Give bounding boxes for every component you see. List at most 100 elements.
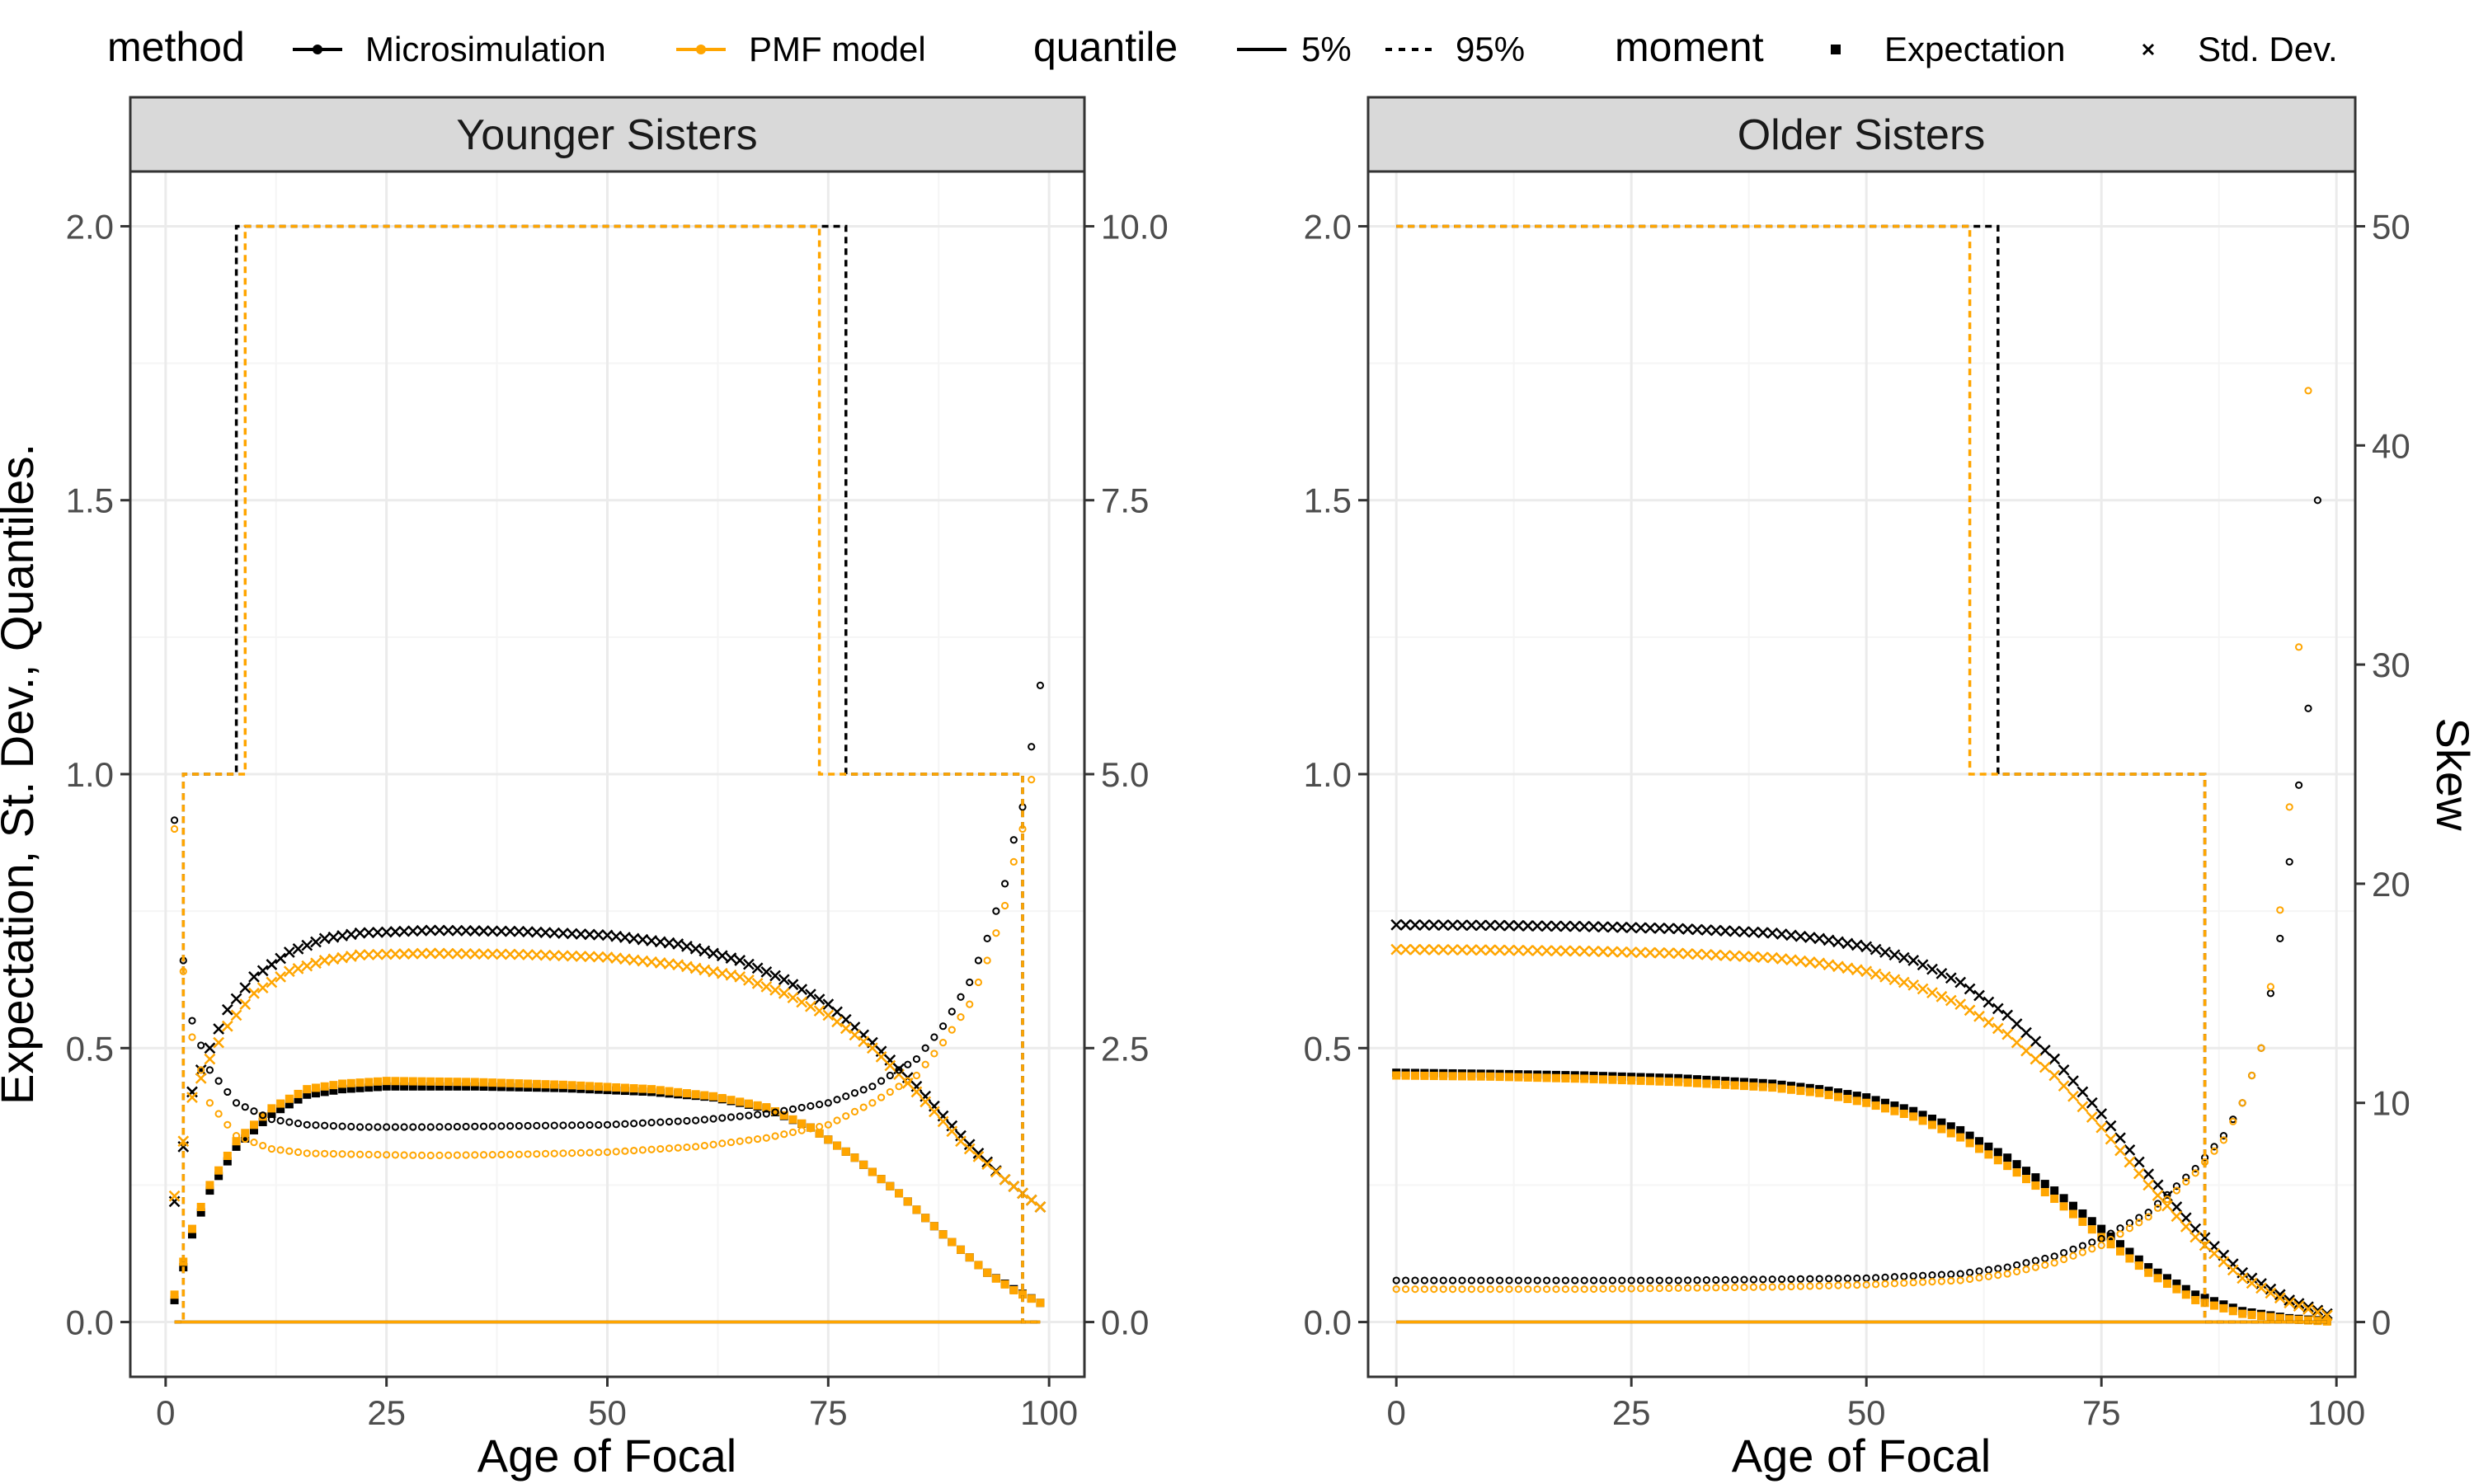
std-dev-point-pmf [822,1009,835,1021]
std-dev-point-pmf [2265,1287,2277,1299]
std-dev-point-pmf [990,1166,1002,1178]
expectation-point-pmf [2172,1284,2181,1294]
skew-point-pmf [1402,1285,1410,1294]
std-dev-point-pmf [1644,946,1656,959]
std-dev-point-pmf [318,955,331,966]
skew-point-pmf [2125,1224,2133,1233]
skew-point-pmf [1975,1274,1983,1282]
expectation-point-micro [1881,1098,1889,1107]
skew-point-pmf [957,1013,965,1021]
skew-point-pmf [1815,1282,1823,1290]
std-dev-point-pmf [1719,950,1732,961]
skew-point-pmf [1853,1281,1861,1289]
skew-point-pmf [1731,1283,1739,1292]
skew-point-pmf [1552,1285,1560,1294]
expectation-point-pmf [2087,1225,2096,1234]
skew-point-pmf [515,1150,523,1158]
expectation-point-micro [276,1105,285,1114]
std-dev-point-micro [1785,929,1797,942]
std-dev-point-micro [2312,1304,2324,1317]
expectation-point-micro [187,1230,196,1239]
std-dev-point-pmf [1729,950,1741,962]
skew-point-pmf [276,1146,285,1154]
y2-tick-label: 0.0 [1101,1303,1149,1342]
expectation-point-pmf [877,1175,886,1184]
std-dev-point-pmf [1606,946,1619,958]
skew-point-pmf [797,1126,806,1134]
skew-point-micro [2172,1182,2180,1190]
std-dev-point-micro [628,932,640,945]
expectation-point-pmf [1036,1298,1045,1308]
skew-point-micro [488,1122,496,1130]
skew-point-micro [736,1112,744,1120]
std-dev-point-micro [1851,939,1863,951]
expectation-point-micro [311,1089,320,1098]
y2-tick-label: 7.5 [1101,481,1149,520]
std-dev-point-pmf [2236,1272,2249,1284]
expectation-point-micro [1956,1125,1965,1134]
expectation-point-pmf [1693,1078,1701,1087]
std-dev-point-pmf [522,949,534,960]
skew-point-pmf [2257,1044,2265,1052]
skew-point-micro [365,1123,373,1131]
y2-tick-label: 0 [2372,1303,2391,1342]
x-tick-label: 100 [2307,1393,2365,1432]
skew-point-micro [515,1122,523,1130]
std-dev-point-micro [239,982,252,994]
expectation-point-micro [338,1085,347,1094]
skew-point-pmf [930,1050,938,1058]
expectation-point-micro [232,1142,241,1151]
skew-point-pmf [859,1103,868,1111]
std-dev-point-micro [840,1013,852,1026]
expectation-point-pmf [974,1261,983,1270]
expectation-point-pmf [241,1129,250,1138]
std-dev-point-micro [2011,1018,2023,1030]
expectation-point-pmf [1749,1082,1758,1091]
std-dev-point-micro [2293,1298,2305,1310]
std-dev-point-micro [496,925,507,937]
expectation-point-pmf [1909,1112,1918,1121]
skew-point-pmf [1392,1285,1400,1294]
std-dev-point-pmf [1653,946,1666,959]
expectation-point-pmf [957,1245,966,1254]
std-dev-point-micro [1700,924,1713,936]
skew-point-micro [921,1044,929,1052]
expectation-point-pmf [2106,1240,2115,1249]
skew-point-pmf [938,1039,948,1047]
expectation-point-pmf [276,1099,285,1108]
expectation-point-pmf [1589,1074,1598,1083]
std-dev-point-micro [1465,919,1478,932]
skew-point-micro [780,1106,788,1115]
std-dev-point-micro [318,932,331,945]
std-dev-point-micro [266,959,278,970]
skew-point-micro [2295,781,2303,789]
skew-point-micro [1505,1276,1513,1284]
expectation-point-pmf [1420,1071,1429,1080]
skew-point-micro [771,1108,779,1116]
expectation-point-micro [346,1084,355,1093]
expectation-point-pmf [1448,1072,1457,1081]
std-dev-point-pmf [1672,947,1685,960]
std-dev-point-pmf [301,960,313,972]
std-dev-point-micro [1484,919,1497,932]
skew-point-micro [1036,681,1045,689]
std-dev-point-micro [416,924,428,937]
std-dev-point-micro [725,952,737,964]
expectation-point-pmf [2097,1233,2106,1242]
std-dev-point-pmf [310,957,322,970]
skew-point-pmf [895,1082,903,1091]
expectation-point-micro [365,1083,374,1092]
skew-point-pmf [718,1139,727,1148]
skew-point-micro [1740,1275,1748,1284]
skew-point-pmf [294,1148,303,1157]
expectation-point-pmf [2163,1280,2171,1289]
expectation-point-pmf [1627,1076,1636,1085]
skew-point-micro [1825,1275,1833,1283]
expectation-point-pmf [2266,1313,2275,1322]
std-dev-point-pmf [698,964,711,976]
expectation-point-pmf [2191,1295,2200,1304]
skew-point-pmf [259,1141,267,1150]
expectation-point-micro [2078,1209,2087,1218]
std-dev-point-pmf [1851,964,1863,976]
skew-point-micro [745,1111,753,1120]
